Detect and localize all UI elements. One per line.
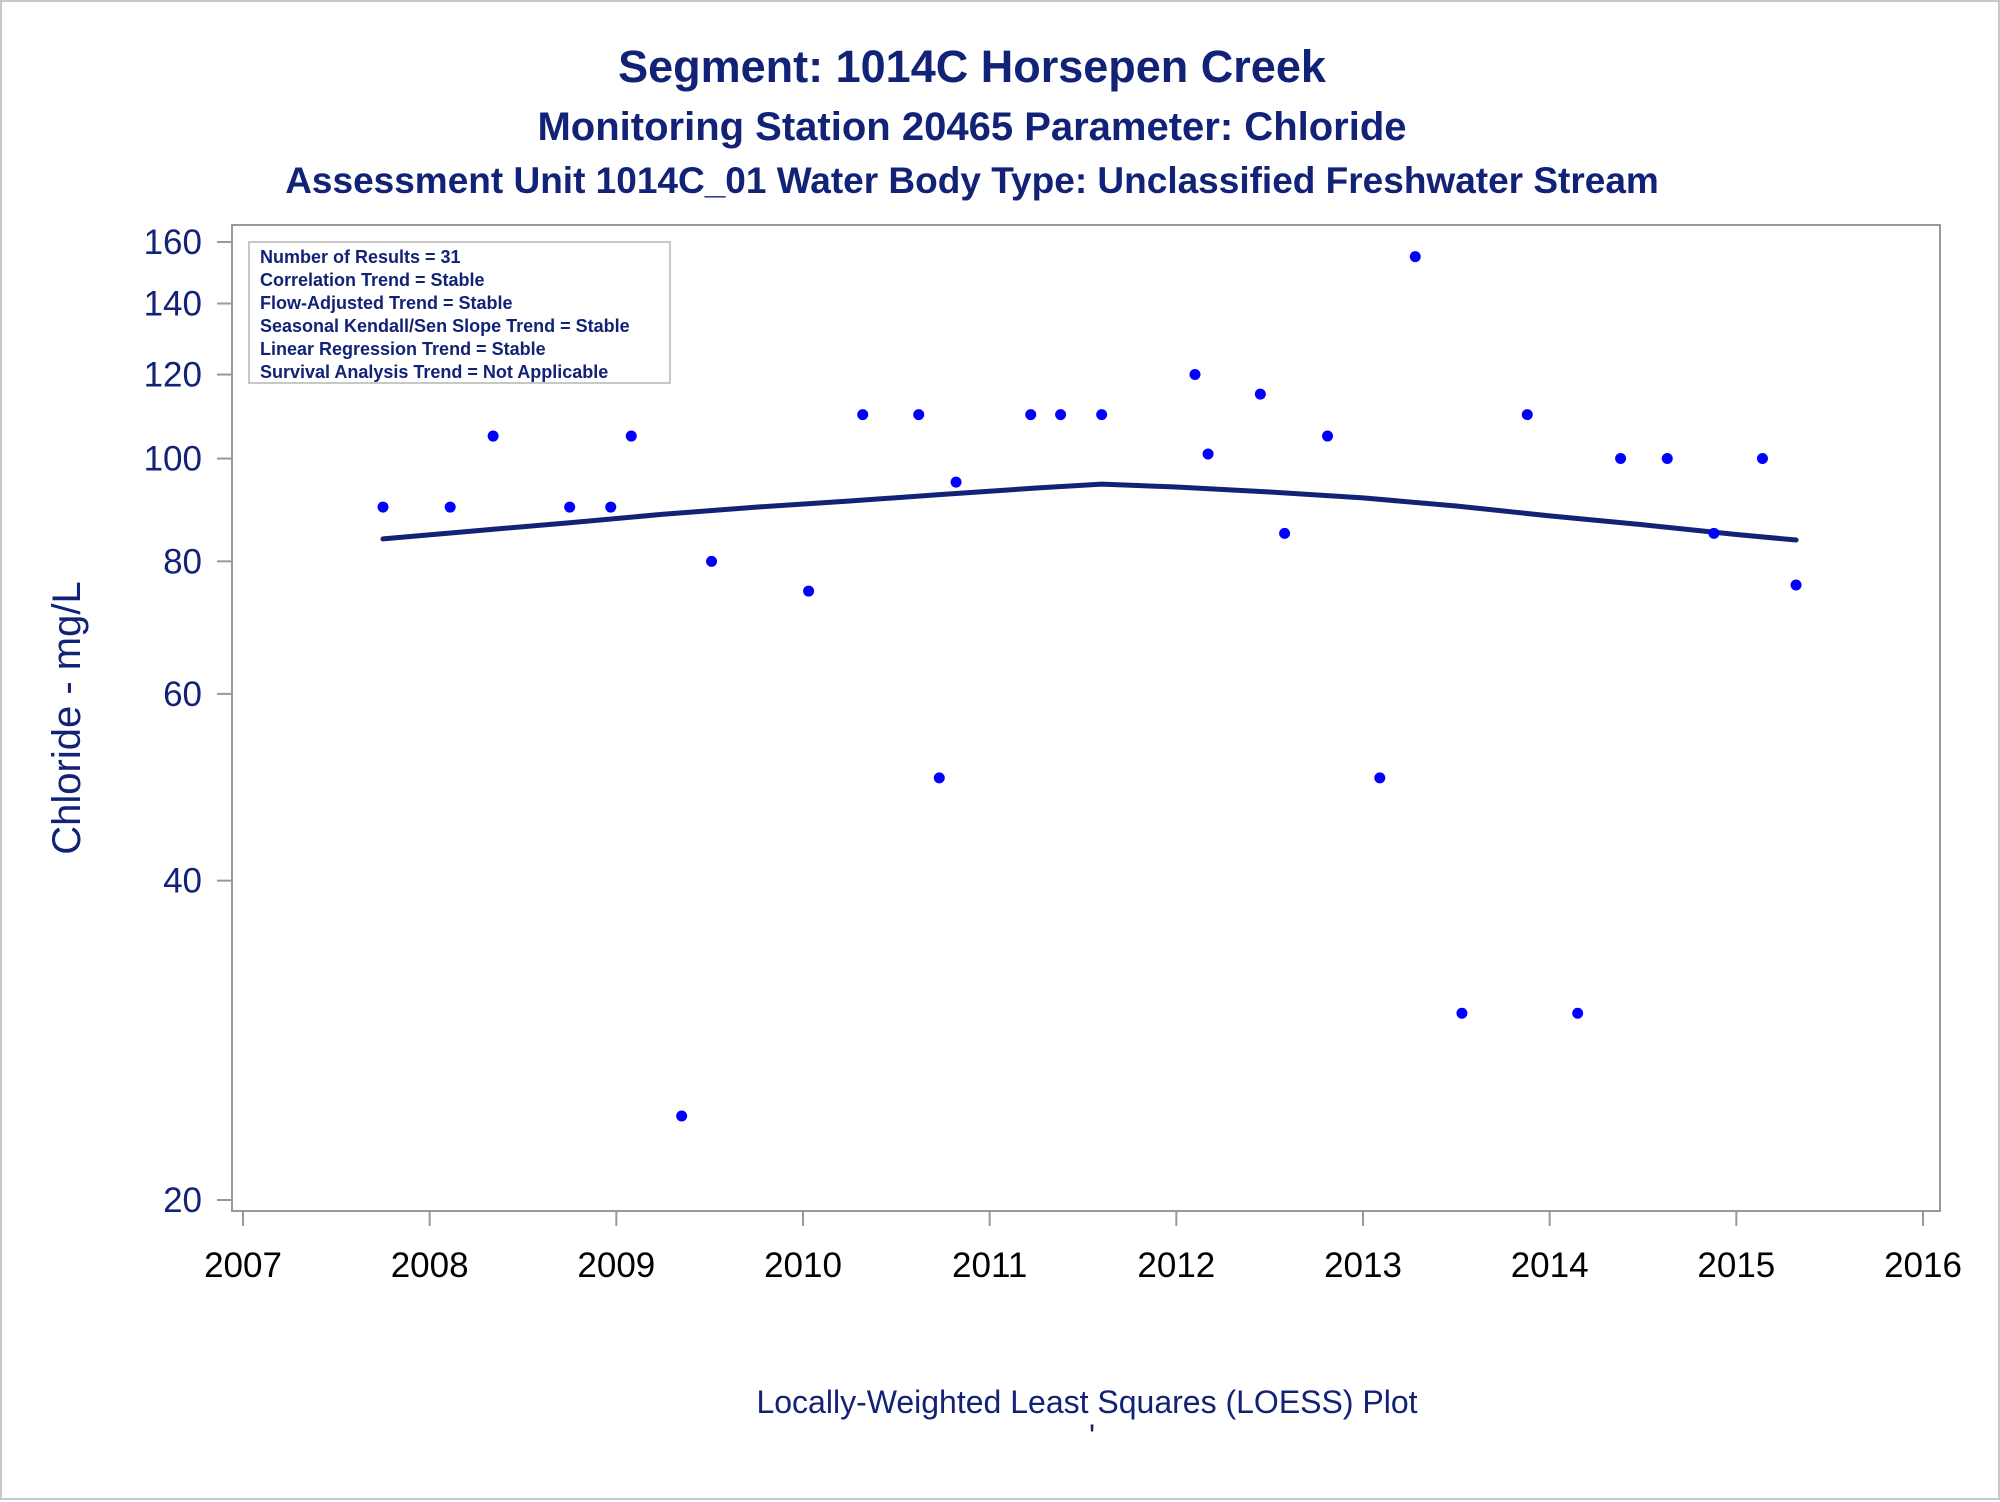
y-axis-label: Chloride - mg/L	[45, 581, 89, 854]
x-tick-label-2012: 2012	[1137, 1246, 1215, 1285]
chart-subtitle-2: Assessment Unit 1014C_01 Water Body Type…	[285, 160, 1659, 201]
footnote-mark: '	[1089, 1418, 1095, 1454]
loess-layer	[380, 481, 1799, 543]
y-tick-label-20: 20	[163, 1181, 202, 1220]
data-point	[1409, 251, 1421, 263]
y-tick-label-120: 120	[144, 356, 202, 395]
x-tick-label-2007: 2007	[204, 1246, 282, 1285]
x-tick-label-2016: 2016	[1884, 1246, 1962, 1285]
x-axis: 2007 2008 2009 2010 2011 2012 2013 2014 2015 2016	[204, 1211, 1962, 1285]
inset-line-flow-adjusted: Flow-Adjusted Trend = Stable	[260, 293, 513, 313]
data-point	[1322, 430, 1334, 442]
inset-line-results: Number of Results = 31	[260, 247, 461, 267]
inset-border	[248, 241, 671, 384]
inset-line-seasonal-kendall: Seasonal Kendall/Sen Slope Trend = Stabl…	[260, 316, 630, 336]
data-point	[1254, 388, 1266, 400]
y-tick-label-40: 40	[163, 862, 202, 901]
x-tick-label-2015: 2015	[1697, 1246, 1775, 1285]
data-point	[1661, 453, 1673, 465]
y-tick-label-80: 80	[163, 542, 202, 581]
x-tick-label-2013: 2013	[1324, 1246, 1402, 1285]
y-axis: 20 40 60 80 100 120 140 160	[144, 223, 232, 1220]
data-point	[444, 501, 456, 513]
data-point	[1521, 409, 1533, 421]
x-tick-label-2009: 2009	[577, 1246, 655, 1285]
x-tick-label-2008: 2008	[391, 1246, 469, 1285]
data-point	[1374, 772, 1386, 784]
data-point	[676, 1110, 688, 1122]
data-point	[933, 772, 945, 784]
data-point	[487, 430, 499, 442]
x-tick-label-2014: 2014	[1511, 1246, 1589, 1285]
data-point	[1572, 1007, 1584, 1019]
chart-title: Segment: 1014C Horsepen Creek	[618, 41, 1327, 92]
data-point	[605, 501, 617, 513]
data-point	[1189, 369, 1201, 381]
inset-line-linear-regression: Linear Regression Trend = Stable	[260, 339, 546, 359]
data-point	[1708, 527, 1720, 539]
y-tick-label-100: 100	[144, 440, 202, 479]
data-point	[1456, 1007, 1468, 1019]
data-point	[913, 409, 925, 421]
inset-line-correlation: Correlation Trend = Stable	[260, 270, 485, 290]
data-point	[377, 501, 389, 513]
footnote: Locally-Weighted Least Squares (LOESS) P…	[756, 1384, 1417, 1420]
data-point	[1202, 448, 1214, 460]
y-tick-label-160: 160	[144, 223, 202, 262]
data-point	[625, 430, 637, 442]
plot-area-border	[231, 224, 1941, 1212]
loess-line	[380, 481, 1799, 543]
data-point	[857, 409, 869, 421]
x-tick-label-2010: 2010	[764, 1246, 842, 1285]
data-point	[1279, 527, 1291, 539]
data-point	[1025, 409, 1037, 421]
x-tick-label-2011: 2011	[952, 1246, 1027, 1285]
chart-subtitle: Monitoring Station 20465 Parameter: Chlo…	[537, 105, 1406, 149]
trend-inset: Number of Results = 31 Correlation Trend…	[248, 241, 671, 384]
data-point	[706, 555, 718, 567]
points-layer	[377, 251, 1802, 1122]
data-point	[1790, 579, 1802, 591]
data-point	[950, 476, 962, 488]
y-tick-label-60: 60	[163, 675, 202, 714]
data-point	[803, 585, 815, 597]
inset-line-survival: Survival Analysis Trend = Not Applicable	[260, 362, 608, 382]
data-point	[1756, 453, 1768, 465]
y-tick-label-140: 140	[144, 285, 202, 324]
data-point	[1615, 453, 1627, 465]
data-point	[564, 501, 576, 513]
data-point	[1096, 409, 1108, 421]
data-point	[1055, 409, 1067, 421]
